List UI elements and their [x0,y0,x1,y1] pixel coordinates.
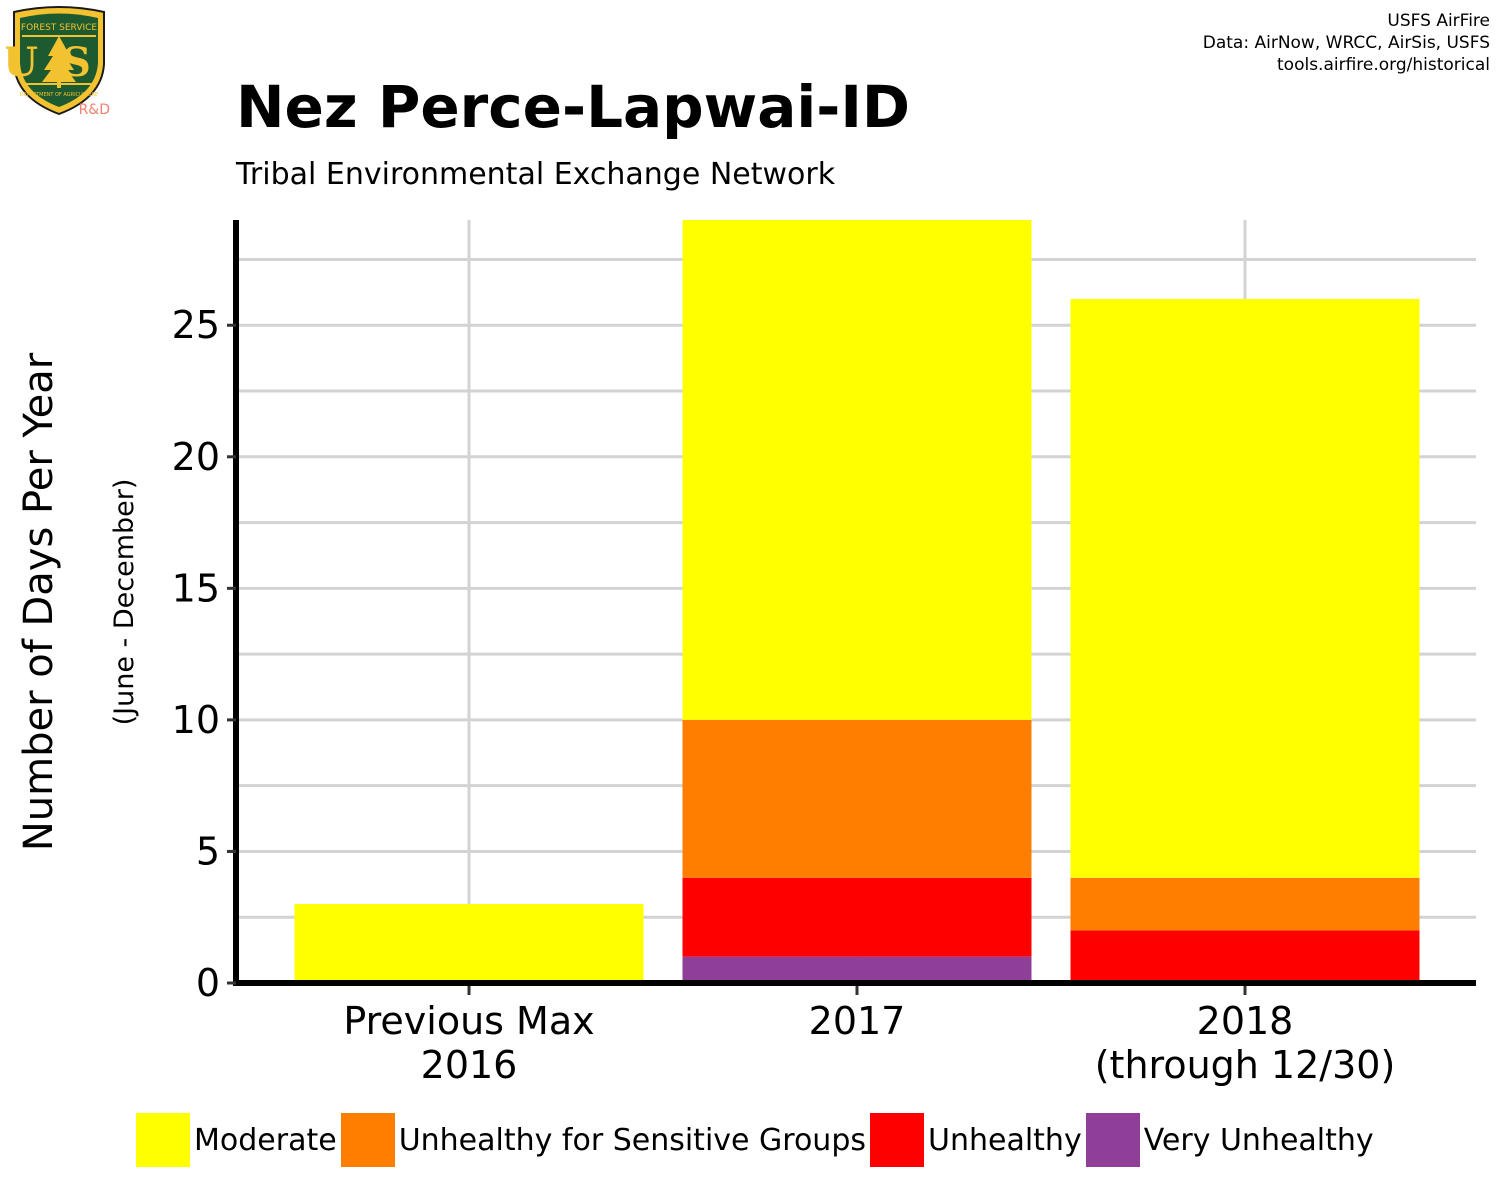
chart-title: Nez Perce-Lapwai-ID [236,73,911,141]
legend: Moderate Unhealthy for Sensitive Groups Un… [136,1112,1378,1168]
bar-segment [682,877,1032,957]
bar-segment [682,719,1032,878]
legend-label: Unhealthy for Sensitive Groups [398,1122,866,1158]
bar-segment [1070,298,1420,878]
legend-swatch [340,1113,395,1167]
legend-item: Moderate [136,1113,337,1167]
legend-swatch [870,1113,924,1167]
logo-arc-text: FOREST SERVICE [21,23,98,33]
credit-line: USFS AirFire [1387,11,1490,31]
legend-label: Moderate [194,1122,337,1158]
credit-line: Data: AirNow, WRCC, AirSis, USFS [1202,33,1490,53]
legend-item: Unhealthy [870,1113,1082,1167]
bar-segment [294,904,644,983]
x-tick-label: (through 12/30) [1095,1043,1396,1087]
y-tick-label: 20 [172,435,220,479]
x-tick-label: Previous Max [343,999,594,1043]
forest-service-logo: US FOREST SERVICE DEPARTMENT OF AGRICULT… [6,6,112,118]
logo-bottom-text: DEPARTMENT OF AGRICULTURE [20,92,98,98]
bar-layer [294,220,1420,983]
x-tick-label: 2017 [809,999,906,1043]
credit-line: tools.airfire.org/historical [1277,55,1490,75]
legend-label: Very Unhealthy [1143,1122,1374,1158]
bar-segment [682,220,1032,720]
y-tick-label: 10 [172,698,220,742]
y-axis-label: Number of Days Per Year [16,352,62,851]
logo-tag: R&D [79,102,110,118]
chart-subtitle: Tribal Environmental Exchange Network [236,157,836,192]
bar-segment [682,956,1032,983]
logo-letters: US [6,39,112,86]
legend-label: Unhealthy [928,1122,1082,1158]
bar-segment [1070,877,1420,931]
y-tick-label: 5 [196,829,220,873]
legend-swatch [1085,1113,1140,1167]
bar-segment [1070,930,1420,983]
grid-layer [236,220,1476,983]
legend-swatch [136,1113,190,1167]
y-tick-label: 0 [196,961,220,1005]
x-tick-label: 2016 [421,1043,518,1087]
legend-item: Unhealthy for Sensitive Groups [340,1113,866,1167]
x-tick-label: 2018 [1197,999,1294,1043]
legend-item: Very Unhealthy [1085,1113,1374,1167]
y-tick-label: 15 [172,566,220,610]
y-tick-label: 25 [172,303,220,347]
credits: USFS AirFire Data: AirNow, WRCC, AirSis,… [1203,10,1490,76]
y-axis-sublabel: (June - December) [109,479,140,726]
